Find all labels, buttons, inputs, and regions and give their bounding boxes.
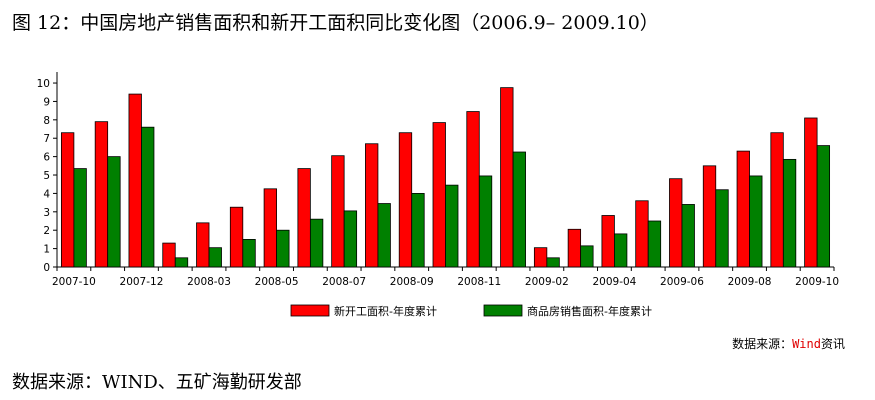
source-note-brand: Wind xyxy=(792,337,821,351)
bar-red xyxy=(804,117,818,268)
x-tick-label: 2009-10 xyxy=(795,276,839,288)
x-tick-label: 2008-11 xyxy=(457,276,501,288)
bar-green xyxy=(445,184,459,268)
x-tick-label: 2008-05 xyxy=(255,276,299,288)
bar-green xyxy=(276,229,290,268)
y-tick-label: 4 xyxy=(43,188,50,200)
bar-green xyxy=(546,257,560,268)
bar-green xyxy=(309,218,324,268)
bar-green xyxy=(580,245,594,268)
bar-red xyxy=(702,165,717,268)
bar-red xyxy=(432,122,446,268)
bar-green xyxy=(715,189,729,268)
bar-red xyxy=(263,188,277,268)
bar-red xyxy=(162,242,176,268)
source-note-suffix: 资讯 xyxy=(820,337,845,351)
bar-red xyxy=(635,200,649,268)
bar-green xyxy=(343,210,358,268)
legend-label-red: 新开工面积-年度累计 xyxy=(334,304,437,318)
chart-legend: 新开工面积-年度累计 商品房销售面积-年度累计 xyxy=(290,304,652,318)
bar-green xyxy=(73,168,87,268)
bar-green xyxy=(174,257,189,268)
bar-green xyxy=(377,203,391,268)
bar-red xyxy=(331,155,345,268)
bar-red xyxy=(60,132,75,268)
y-tick-label: 0 xyxy=(43,262,50,274)
bar-green xyxy=(512,151,526,268)
chart-source-note: 数据来源：Wind资讯 xyxy=(732,335,845,352)
bar-red xyxy=(297,168,311,268)
x-tick-label: 2009-04 xyxy=(592,276,636,288)
y-tick-label: 6 xyxy=(43,152,50,164)
bar-green xyxy=(782,158,797,268)
bar-red xyxy=(770,132,784,268)
x-tick-label: 2008-09 xyxy=(390,276,434,288)
source-note-prefix: 数据来源： xyxy=(732,337,793,351)
x-tick-label: 2007-12 xyxy=(120,276,164,288)
page-title: 图 12：中国房地产销售面积和新开工面积同比变化图（2006.9– 2009.1… xyxy=(12,12,659,34)
bar-red xyxy=(736,150,750,268)
bar-green xyxy=(478,175,493,268)
x-tick-label: 2009-08 xyxy=(728,276,772,288)
y-tick-label: 8 xyxy=(43,115,50,127)
bar-red xyxy=(669,178,683,268)
y-tick-label: 5 xyxy=(43,170,50,182)
y-tick-label: 10 xyxy=(37,78,50,90)
bar-red xyxy=(196,222,210,268)
x-tick-label: 2008-07 xyxy=(322,276,366,288)
bar-green xyxy=(107,156,121,268)
bar-red xyxy=(229,206,244,268)
y-tick-label: 1 xyxy=(43,244,50,256)
bar-green xyxy=(141,126,155,268)
bar-green xyxy=(749,175,763,268)
x-tick-label: 2009-06 xyxy=(660,276,704,288)
x-tick-label: 2007-10 xyxy=(52,276,96,288)
footer-source: 数据来源：WIND、五矿海勤研发部 xyxy=(12,372,302,393)
bar-green xyxy=(647,220,662,268)
bar-red xyxy=(365,143,379,268)
bar-red xyxy=(567,228,582,268)
legend-label-green: 商品房销售面积-年度累计 xyxy=(527,304,652,318)
y-tick-label: 2 xyxy=(43,225,50,237)
bar-red xyxy=(466,111,480,268)
bar-green xyxy=(208,247,222,268)
legend-swatch-red xyxy=(290,304,330,317)
legend-swatch-green xyxy=(483,304,523,317)
bar-red xyxy=(500,87,514,268)
bar-green xyxy=(816,145,831,268)
y-tick-label: 3 xyxy=(43,207,50,219)
x-tick-label: 2009-02 xyxy=(525,276,569,288)
bar-green xyxy=(242,239,256,268)
bar-red xyxy=(533,247,548,268)
y-tick-label: 7 xyxy=(43,133,50,145)
x-tick-label: 2008-03 xyxy=(187,276,231,288)
bar-green xyxy=(614,233,628,268)
bar-green xyxy=(411,193,425,268)
bar-red xyxy=(128,93,142,268)
bar-red xyxy=(398,132,413,268)
bar-green xyxy=(681,204,695,268)
bar-red xyxy=(601,215,615,268)
bar-red xyxy=(94,121,109,268)
y-tick-label: 9 xyxy=(43,96,50,108)
plot-area: 0 1 2 3 4 5 6 7 8 9 10 2007-10 2007-12 2008-03 2008-05… xyxy=(37,72,839,288)
